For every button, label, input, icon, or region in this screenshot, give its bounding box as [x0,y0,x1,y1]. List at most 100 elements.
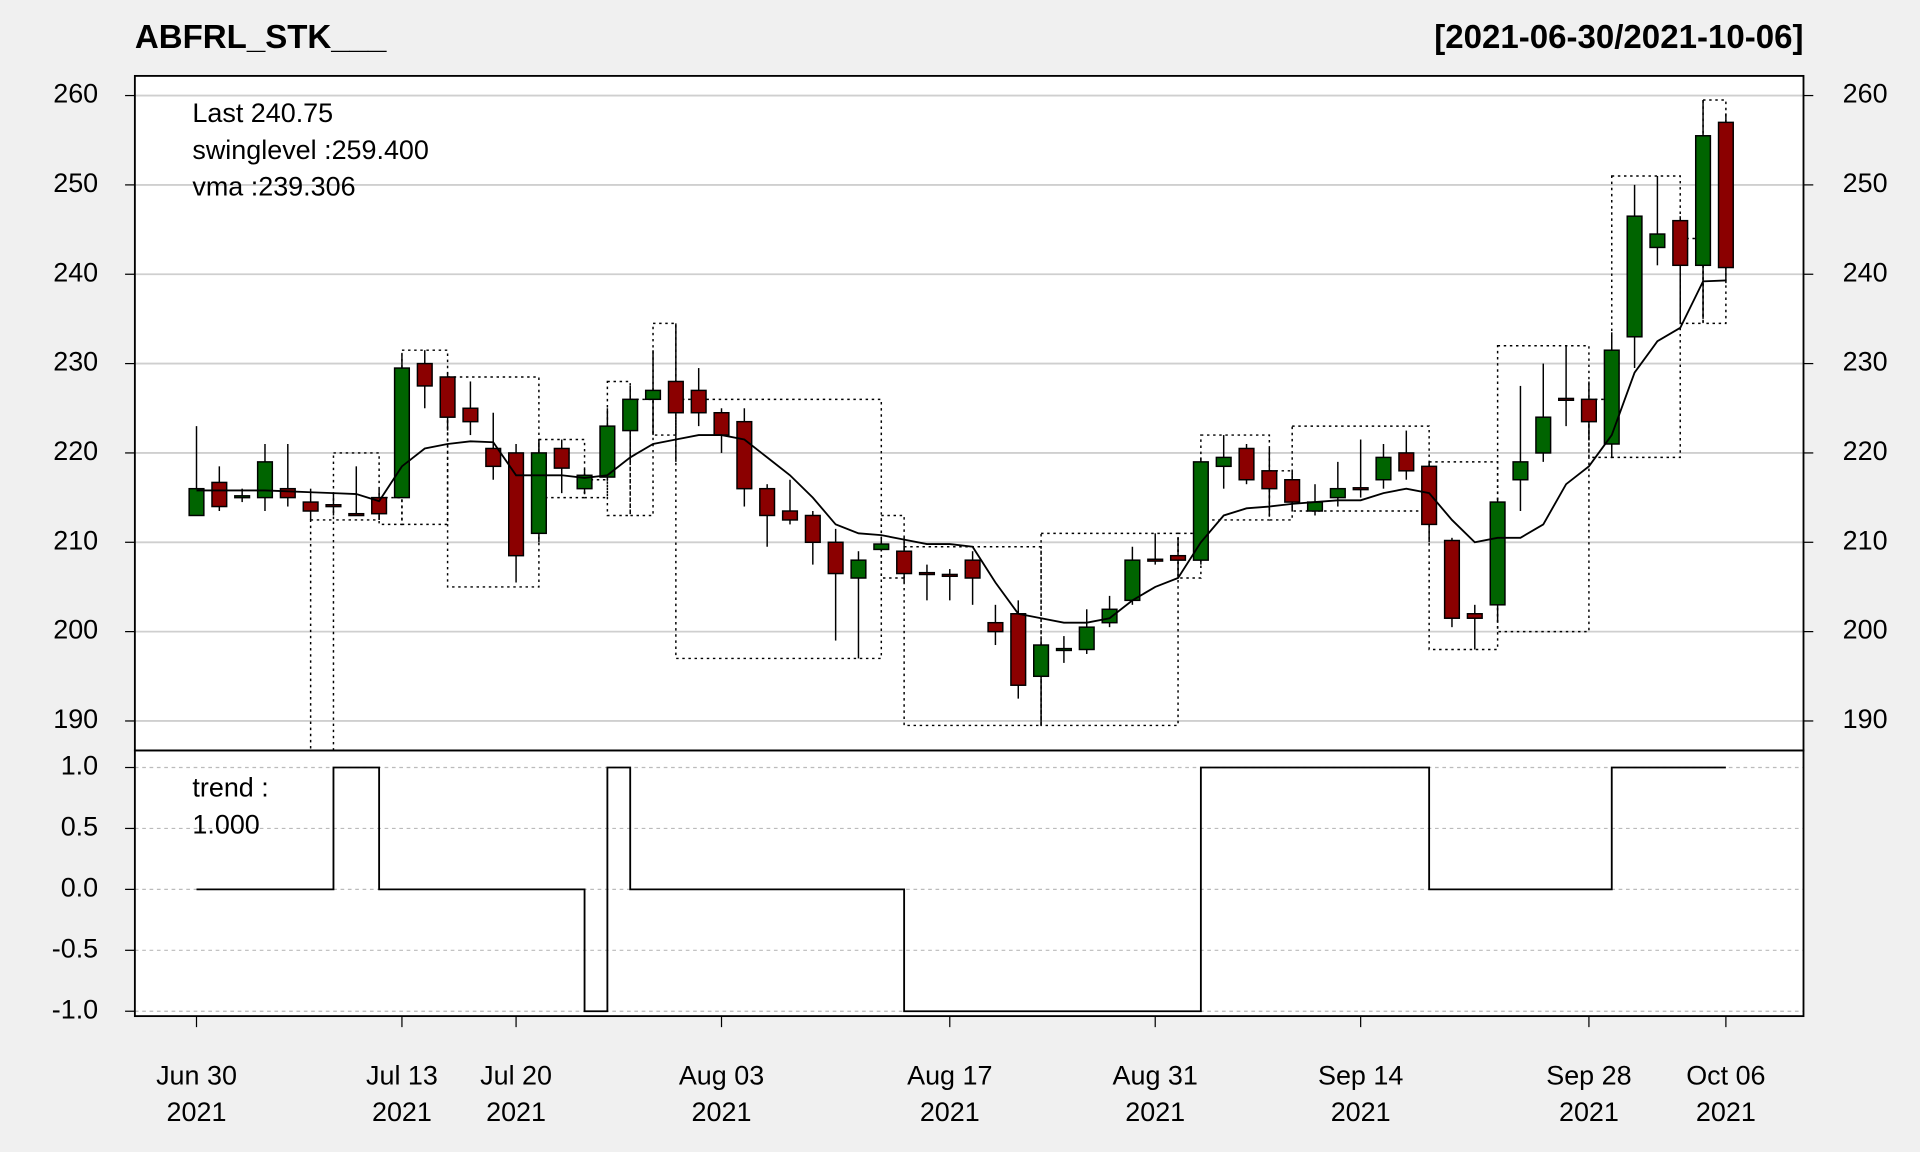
y-tick-label-right: 260 [1843,79,1888,109]
swing-box [332,452,380,521]
candle-body [325,504,342,508]
candle-body [1329,487,1346,499]
swing-box [1588,398,1613,459]
candle-body [1466,613,1483,619]
candle-body [1147,558,1164,562]
y-tick-label: 1.0 [61,751,98,781]
candle-body [850,559,867,579]
candle-body [348,512,365,517]
candle-body [918,571,936,576]
y-tick-label: 250 [53,168,98,198]
y-tick-label-right: 220 [1843,436,1888,466]
candle-body [279,487,296,499]
y-tick-label: 210 [53,525,98,555]
x-tick-label: Jun 30 2021 [156,1060,237,1127]
candle-body [987,621,1004,633]
trend-label: trend : [192,773,268,803]
candle-body [644,389,662,401]
candle-body [1717,121,1734,269]
y-tick-label: 0.5 [61,812,98,842]
candle-body [234,495,251,499]
candle-body [1055,647,1072,652]
swing-box [1428,461,1499,651]
candle-body [1672,219,1689,267]
y-tick-label-right: 230 [1843,347,1888,377]
y-tick-label: 0.0 [61,872,98,902]
candle-body [371,496,388,515]
candle-body [781,510,799,521]
x-tick-label: Sep 14 2021 [1318,1060,1403,1127]
candle-body [576,474,593,490]
y-tick-label: 200 [53,615,98,645]
candle-body [256,461,274,499]
x-tick-label: Sep 28 2021 [1546,1060,1631,1127]
candle-body [1261,470,1278,490]
y-tick-label-right: 210 [1843,525,1888,555]
candle-body [1512,461,1529,481]
candle-body [188,487,205,517]
candle-body [393,367,411,499]
y-tick-label: 240 [53,257,98,287]
candle-body [1078,626,1095,651]
x-tick-label: Oct 06 2021 [1686,1060,1765,1127]
swinglevel-annotation: swinglevel :259.400 [192,135,428,165]
candle-body [1580,398,1598,423]
candle-body [804,514,821,544]
candle-body [1124,559,1141,602]
candle-body [1352,487,1369,491]
candle-body [667,380,684,414]
candle-body [1443,539,1461,619]
x-tick-label: Aug 31 2021 [1113,1060,1198,1127]
candle-body [1101,608,1118,624]
candle-body [1284,479,1301,503]
y-tick-label: -0.5 [52,933,98,963]
trend-last: 1.000 [192,809,259,839]
candle-body [1238,447,1255,481]
grid: 190 190 200 200 210 210 220 220 230 230 240 240 250 2… [52,79,1888,1127]
candle-body [1306,501,1324,512]
vma-annotation: vma :239.306 [192,172,355,202]
candle-body [1626,215,1643,338]
candle-body [759,487,776,517]
candle-body [1421,465,1438,526]
y-tick-label-right: 250 [1843,168,1888,198]
candle-body [1398,452,1415,472]
candle-body [1010,613,1027,686]
candle-body [827,541,844,575]
candle-body [1192,461,1209,561]
candle-body [1558,397,1575,402]
candle-body [530,452,547,535]
candle-body [964,559,981,579]
candle-body [439,376,456,418]
candle-body [1694,135,1712,267]
candle-body [462,407,479,423]
vma-line [196,279,1726,624]
candle-body [1375,456,1392,481]
x-tick-label: Aug 03 2021 [679,1060,764,1127]
swing-box [583,479,609,499]
y-tick-label: 190 [53,704,98,734]
candle-body [1603,349,1620,445]
y-tick-label: 230 [53,347,98,377]
candle-body [507,452,525,557]
candle-body [553,447,570,469]
swing-box [1040,532,1179,727]
candle-body [599,425,616,478]
marks [188,100,1734,1013]
candle-body [1169,554,1187,561]
candle-body [896,550,913,575]
y-tick-label: -1.0 [52,994,98,1024]
y-tick-label: 220 [53,436,98,466]
y-tick-label: 260 [53,79,98,109]
date-range: [2021-06-30/2021-10-06] [1434,19,1803,56]
candle-body [713,411,730,436]
candle-body [302,501,319,512]
candle-body [1489,501,1506,606]
x-tick-label: Jul 20 2021 [480,1060,552,1127]
chart-title: ABFRL_STK___ [135,19,387,56]
candle-body [1535,416,1552,454]
swing-box [629,398,654,517]
x-tick-label: Jul 13 2021 [366,1060,438,1127]
